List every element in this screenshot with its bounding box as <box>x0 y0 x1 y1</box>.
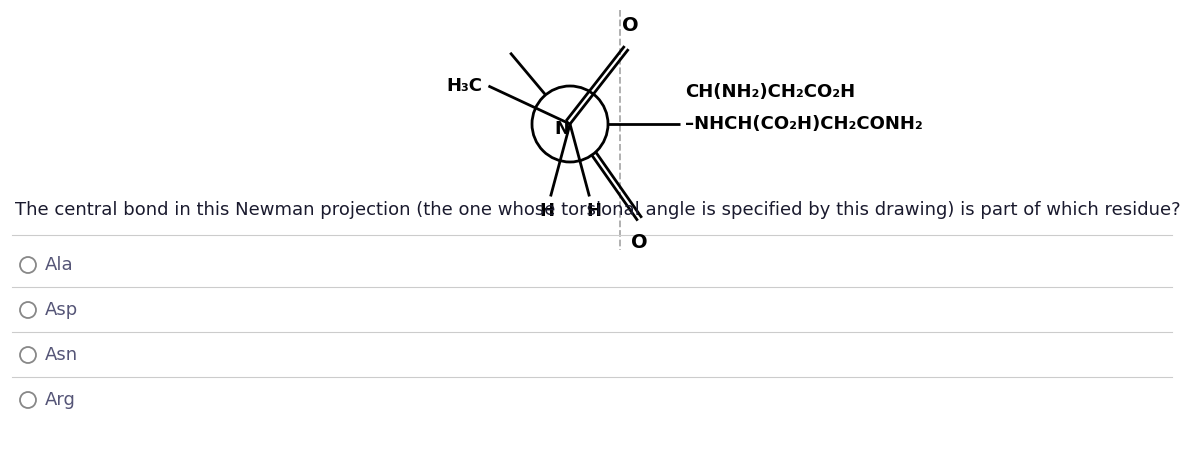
Text: Asn: Asn <box>45 346 78 364</box>
Text: The central bond in this Newman projection (the one whose torsional angle is spe: The central bond in this Newman projecti… <box>15 201 1180 219</box>
Text: O: O <box>631 232 648 252</box>
Text: H₃C: H₃C <box>446 77 482 95</box>
Text: Arg: Arg <box>45 391 76 409</box>
Text: Asp: Asp <box>45 301 78 319</box>
Text: H: H <box>539 202 554 221</box>
Text: N: N <box>554 120 570 138</box>
Text: –NHCH(CO₂H)CH₂CONH₂: –NHCH(CO₂H)CH₂CONH₂ <box>686 115 922 133</box>
Text: Ala: Ala <box>45 256 73 274</box>
Text: CH(NH₂)CH₂CO₂H: CH(NH₂)CH₂CO₂H <box>686 83 855 101</box>
Text: O: O <box>622 16 639 35</box>
Text: H: H <box>586 202 601 221</box>
